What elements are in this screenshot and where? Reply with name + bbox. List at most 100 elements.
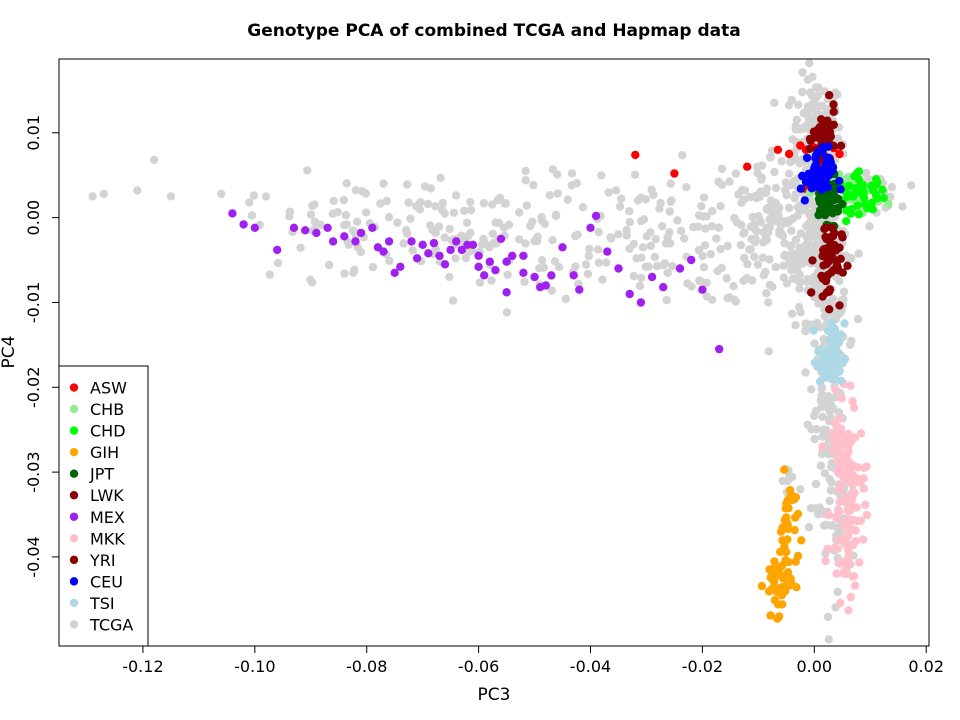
data-point [446,245,455,255]
data-point [445,224,454,234]
data-point [791,493,801,502]
data-point [342,220,351,229]
data-point [350,265,359,274]
data-point [665,207,674,216]
plot-frame [58,58,930,647]
data-point [814,235,823,245]
data-point [133,186,142,195]
data-point [662,296,671,305]
data-point [780,465,789,474]
data-point [431,228,440,237]
data-point [88,192,97,201]
data-point [341,210,351,220]
data-point [834,176,844,186]
data-point [700,241,710,250]
data-point [416,198,425,207]
series-yri [807,223,852,314]
data-point [762,289,771,298]
data-point [424,249,433,258]
data-point [801,205,810,215]
data-point [810,272,819,281]
data-point [431,202,440,211]
y-tick-label: -0.01 [24,282,43,323]
data-point [818,412,827,421]
data-point [239,220,248,229]
data-point [833,544,842,553]
data-point [823,200,832,209]
data-point [404,198,413,207]
data-point [597,171,606,180]
data-point [810,434,819,444]
legend-label: YRI [89,551,116,570]
data-point [785,216,794,225]
series-tsi [809,318,850,386]
data-point [784,101,794,110]
data-point [848,397,857,406]
data-point [851,536,860,546]
data-point [683,279,692,288]
data-point [787,226,796,235]
data-point [550,257,560,266]
data-point [762,235,771,245]
data-point [368,223,377,232]
data-point [452,237,461,246]
data-point [99,189,109,199]
data-point [670,169,679,178]
x-tick-label: -0.08 [346,657,387,676]
data-point [766,196,776,205]
data-point [821,276,831,286]
data-point [382,196,391,206]
data-point [829,100,838,109]
points-layer [88,59,916,644]
data-point [661,239,671,248]
data-point [811,479,821,489]
data-point [803,102,812,111]
y-tick-label: -0.02 [24,367,43,408]
data-point [273,258,283,268]
data-point [832,569,841,578]
data-point [285,212,294,221]
data-point [858,535,868,544]
data-point [461,253,471,263]
data-point [778,523,787,532]
data-point [530,236,539,246]
data-point [844,606,853,615]
data-point [631,150,640,160]
data-point [457,245,466,255]
data-point [798,68,807,77]
data-point [637,273,646,283]
data-point [393,218,402,227]
data-point [426,184,436,193]
data-point [831,440,840,449]
data-point [823,361,833,370]
data-point [449,208,459,217]
data-point [245,198,254,207]
data-point [832,512,841,521]
data-point [561,294,570,303]
data-point [537,256,547,265]
data-point [429,238,439,248]
data-point [755,192,764,201]
data-point [646,228,655,237]
data-point [823,400,832,409]
data-point [682,183,691,192]
data-point [723,241,732,251]
data-point [572,179,581,188]
legend-marker [69,534,79,543]
data-point [879,193,888,203]
data-point [787,309,797,318]
data-point [541,281,550,290]
data-point [306,275,315,284]
data-point [261,192,271,201]
data-point [825,127,835,136]
data-point [639,215,649,224]
data-point [837,394,846,403]
data-point [795,159,804,168]
data-point [474,251,483,260]
data-point [399,239,408,248]
data-point [856,186,865,195]
data-point [673,216,682,225]
data-point [457,231,466,240]
data-point [591,211,601,221]
